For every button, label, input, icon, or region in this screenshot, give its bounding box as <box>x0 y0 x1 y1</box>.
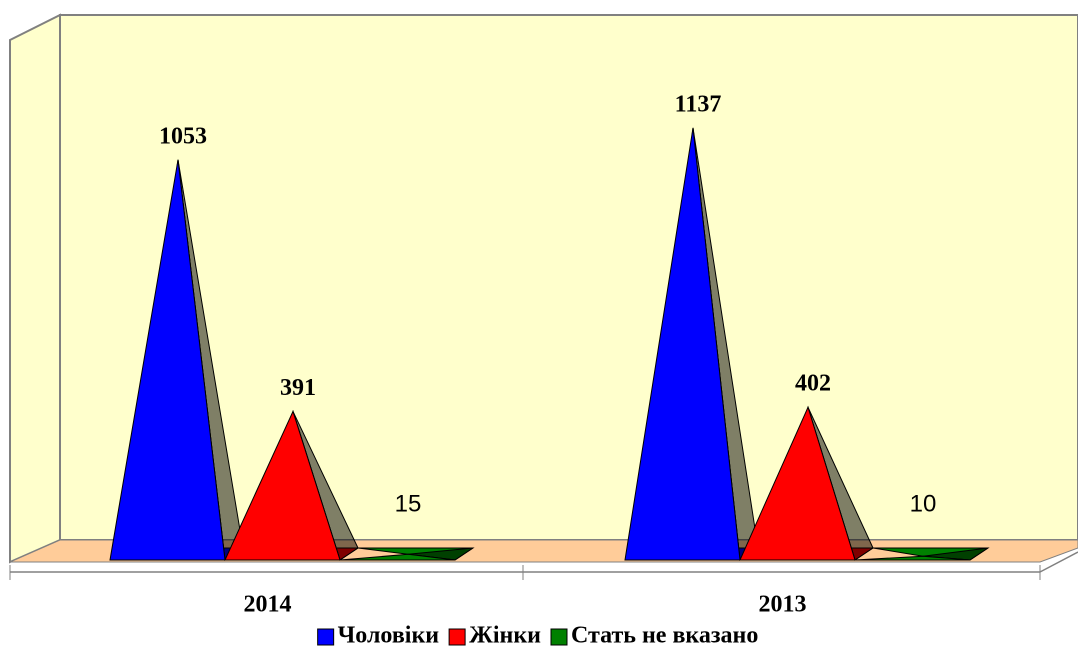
pyramid-front <box>739 405 856 561</box>
x-tick-label: 2014 <box>244 592 292 618</box>
legend-swatch <box>550 628 568 646</box>
x-tick-label: 2013 <box>759 592 807 618</box>
pyramid-front <box>339 553 456 561</box>
data-label: 15 <box>395 490 422 517</box>
legend-label: Чоловіки <box>338 623 440 649</box>
data-label: 10 <box>910 490 937 517</box>
pyramid-front <box>854 555 971 561</box>
legend: Чоловіки Жінки Стать не вказано <box>317 623 758 649</box>
legend-label: Стать не вказано <box>571 623 758 649</box>
pyramid-front <box>224 410 341 561</box>
data-label: 391 <box>280 375 316 401</box>
pyramid-front <box>109 159 226 561</box>
x-axis-depth <box>1039 551 1078 573</box>
legend-label: Жінки <box>469 623 541 649</box>
side-wall <box>9 13 61 564</box>
data-label: 1137 <box>675 91 722 117</box>
legend-swatch <box>317 628 335 646</box>
data-label: 1053 <box>159 123 207 149</box>
pyramid-front <box>624 127 741 561</box>
data-label: 402 <box>795 371 831 397</box>
legend-swatch <box>448 628 466 646</box>
